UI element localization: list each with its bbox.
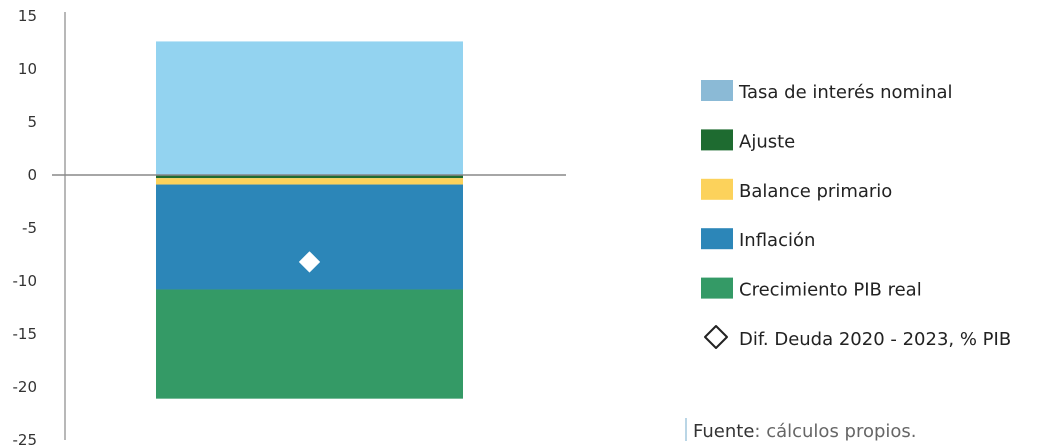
source-detail: : cálculos propios. [754, 421, 916, 442]
bar-stack [156, 41, 463, 399]
legend-swatch [701, 80, 733, 101]
legend-label: Inflación [739, 230, 815, 251]
bar-segment-inflaci-n [156, 184, 463, 290]
y-tick-label: 0 [27, 166, 37, 184]
y-tick-label: -15 [13, 325, 38, 343]
bar-segment-crecimiento-pib-real [156, 289, 463, 399]
marker-dif-deuda [299, 251, 320, 273]
source-label: Fuente [693, 421, 754, 442]
source-note: Fuente: cálculos propios. [685, 418, 917, 442]
bar-segment-tasa-de-inter-s-nominal [156, 41, 463, 175]
y-tick-label: -20 [13, 378, 38, 396]
legend-label: Crecimiento PIB real [739, 280, 922, 301]
legend-label: Tasa de interés nominal [738, 82, 953, 103]
y-tick-label: -10 [13, 272, 38, 290]
legend-swatch [701, 228, 733, 250]
legend-swatch [701, 178, 733, 200]
legend-label: Balance primario [739, 181, 892, 202]
y-tick-label: -5 [22, 219, 37, 237]
legend-swatch [701, 277, 733, 299]
y-tick-label: 10 [18, 60, 37, 78]
legend-diamond-icon [704, 325, 728, 349]
y-tick-label: 15 [18, 7, 37, 25]
bar-segment-ajuste [156, 175, 463, 179]
y-tick-label: 5 [27, 113, 37, 131]
legend: Tasa de interés nominal Ajuste Balance pri… [701, 80, 1011, 350]
y-tick-label: -25 [13, 431, 38, 446]
legend-swatch [701, 129, 733, 151]
source-text: Fuente: cálculos propios. [693, 421, 917, 442]
legend-label: Dif. Deuda 2020 - 2023, % PIB [739, 329, 1011, 350]
legend-label: Ajuste [739, 131, 795, 152]
bar-segment-balance-primario [156, 178, 463, 185]
